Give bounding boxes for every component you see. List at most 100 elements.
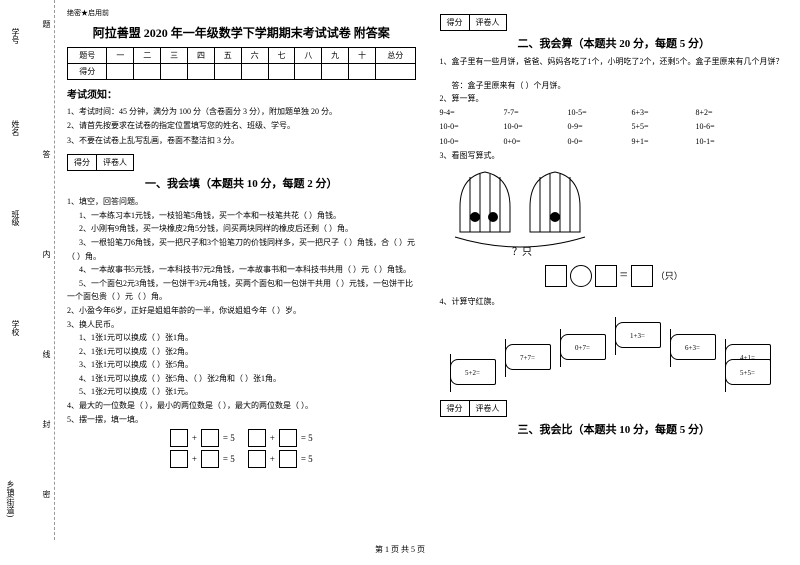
gutter-char: 内 [41, 250, 52, 266]
th: 四 [188, 48, 215, 64]
blank-box[interactable] [248, 450, 266, 468]
q1-answer: 答：盒子里原来有（ ）个月饼。 [440, 79, 789, 93]
score-table: 题号 一 二 三 四 五 六 七 八 九 十 总分 得分 [67, 47, 416, 80]
equation-diagram: = （只） [440, 265, 789, 287]
th: 总分 [375, 48, 415, 64]
margin-label: 学校 [10, 320, 21, 336]
cage-diagram: ？只 [440, 167, 789, 257]
q4: 4、计算守红旗。 [440, 295, 789, 309]
th: 八 [295, 48, 322, 64]
flag: 6+3= [670, 334, 716, 360]
calc: 10-1= [696, 135, 746, 149]
blank-box[interactable] [279, 429, 297, 447]
score-box: 得分 评卷人 [67, 154, 416, 171]
margin-label: 学号 [10, 28, 21, 44]
score-cell: 得分 [440, 400, 469, 417]
page-footer: 第 1 页 共 5 页 [0, 540, 800, 555]
q-intro: 1、填空，回答问题。 [67, 195, 416, 209]
th: 题号 [68, 48, 107, 64]
exam-title: 阿拉善盟 2020 年一年级数学下学期期末考试试卷 附答案 [67, 24, 416, 41]
q3-line: 5、1张2元可以换成（ ）张1元。 [67, 385, 416, 399]
th: 一 [107, 48, 134, 64]
q-line: 5、一个面包2元3角钱，一包饼干3元4角钱，买两个面包和一包饼干共用（ ）元钱，… [67, 277, 416, 304]
notice-item: 3、不要在试卷上乱写乱画，卷面不整洁扣 3 分。 [67, 134, 416, 148]
grader-cell: 评卷人 [469, 400, 507, 417]
q3-line: 2、1张1元可以换成（ ）张2角。 [67, 345, 416, 359]
section-1-title: 一、我会填（本题共 10 分，每题 2 分） [67, 175, 416, 191]
grader-cell: 评卷人 [469, 14, 507, 31]
section-1-body: 1、填空，回答问题。 1、一本练习本1元钱，一枝铅笔5角钱，买一个本和一枝笔共花… [67, 195, 416, 426]
score-cell: 得分 [67, 154, 96, 171]
blank-box[interactable] [201, 450, 219, 468]
q2-title: 2、算一算。 [440, 92, 789, 106]
flag: 5+2= [450, 359, 496, 385]
gutter-char: 密 [41, 490, 52, 506]
calc: 0-9= [568, 120, 618, 134]
q3-line: 1、1张1元可以换成（ ）张1角。 [67, 331, 416, 345]
calc: 7-7= [504, 106, 554, 120]
q3: 3、看图写算式。 [440, 149, 789, 163]
calc: 9-4= [440, 106, 490, 120]
calc: 0-0= [568, 135, 618, 149]
calc: 10-0= [440, 120, 490, 134]
eq-circle[interactable] [570, 265, 592, 287]
eq-box[interactable] [631, 265, 653, 287]
q-line: 3、一根铅笔刀6角钱，买一把尺子和3个铅笔刀的价钱同样多，买一把尺子（ ）角钱，… [67, 236, 416, 263]
q5: 5、摆一摆，填一填。 [67, 413, 416, 427]
th: 九 [322, 48, 349, 64]
q3-line: 4、1张1元可以换成（ ）张5角、（ ）张2角和（ ）张1角。 [67, 372, 416, 386]
margin-label: 班级 [10, 210, 21, 226]
flag: 5+5= [725, 359, 771, 385]
calc: 8+2= [696, 106, 746, 120]
score-cell: 得分 [440, 14, 469, 31]
eq-box[interactable] [545, 265, 567, 287]
th: 三 [161, 48, 188, 64]
grader-cell: 评卷人 [96, 154, 134, 171]
flag-diagram: 5+2= 7+7= 0+7= 1+3= 6+3= 4+1= 5+5= [440, 314, 789, 394]
gutter-char: 题 [41, 20, 52, 36]
eq-suffix: （只） [656, 269, 683, 282]
margin-label: 姓名 [10, 120, 21, 136]
q-line: 2、小刚有9角钱，买一块橡皮2角5分钱，问买两块同样的橡皮后还剩（ ）角。 [67, 222, 416, 236]
left-column: 绝密★启用前 阿拉善盟 2020 年一年级数学下学期期末考试试卷 附答案 题号 … [55, 0, 428, 540]
q-line: 4、一本故事书5元钱，一本科技书7元2角钱，一本故事书和一本科技书共用（ ）元（… [67, 263, 416, 277]
birdcages-svg: ？只 [440, 167, 600, 257]
notice-item: 2、请首先按要求在试卷的指定位置填写您的姓名、班级、学号。 [67, 119, 416, 133]
calc: 10-0= [440, 135, 490, 149]
blank-box[interactable] [170, 450, 188, 468]
calc: 5+5= [632, 120, 682, 134]
calc: 9+1= [632, 135, 682, 149]
notice-title: 考试须知： [67, 86, 416, 101]
notice-list: 1、考试时间：45 分钟，满分为 100 分（含卷面分 3 分），附加题单独 2… [67, 105, 416, 148]
blank-box[interactable] [279, 450, 297, 468]
gutter-char: 答 [41, 150, 52, 166]
blank-box[interactable] [201, 429, 219, 447]
section-2-title: 二、我会算（本题共 20 分，每题 5 分） [440, 35, 789, 51]
flag: 0+7= [560, 334, 606, 360]
th: 七 [268, 48, 295, 64]
calc: 6+3= [632, 106, 682, 120]
calc: 0+0= [504, 135, 554, 149]
th: 十 [349, 48, 376, 64]
q3-title: 3、换人民币。 [67, 318, 416, 332]
equation-row: + = 5 + = 5 [67, 429, 416, 447]
flag: 1+3= [615, 322, 661, 348]
flag: 7+7= [505, 344, 551, 370]
notice-item: 1、考试时间：45 分钟，满分为 100 分（含卷面分 3 分），附加题单独 2… [67, 105, 416, 119]
right-column: 得分 评卷人 二、我会算（本题共 20 分，每题 5 分） 1、盒子里有一些月饼… [428, 0, 800, 540]
section-3-title: 三、我会比（本题共 10 分，每题 5 分） [440, 421, 789, 437]
th: 六 [241, 48, 268, 64]
calc: 10-6= [696, 120, 746, 134]
calc-grid: 9-4= 7-7= 10-5= 6+3= 8+2= 10-0= 10-0= 0-… [440, 106, 789, 149]
secrecy-label: 绝密★启用前 [67, 8, 416, 18]
q-line: 1、一本练习本1元钱，一枝铅笔5角钱，买一个本和一枝笔共花（ ）角钱。 [67, 209, 416, 223]
calc: 10-0= [504, 120, 554, 134]
eq-box[interactable] [595, 265, 617, 287]
gutter-char: 封 [41, 420, 52, 436]
q3-line: 3、1张1元可以换成（ ）张5角。 [67, 358, 416, 372]
blank-box[interactable] [170, 429, 188, 447]
blank-box[interactable] [248, 429, 266, 447]
cage-label: ？只 [512, 247, 532, 257]
equation-row: + = 5 + = 5 [67, 450, 416, 468]
margin-label: 乡镇(街道) [5, 480, 16, 517]
